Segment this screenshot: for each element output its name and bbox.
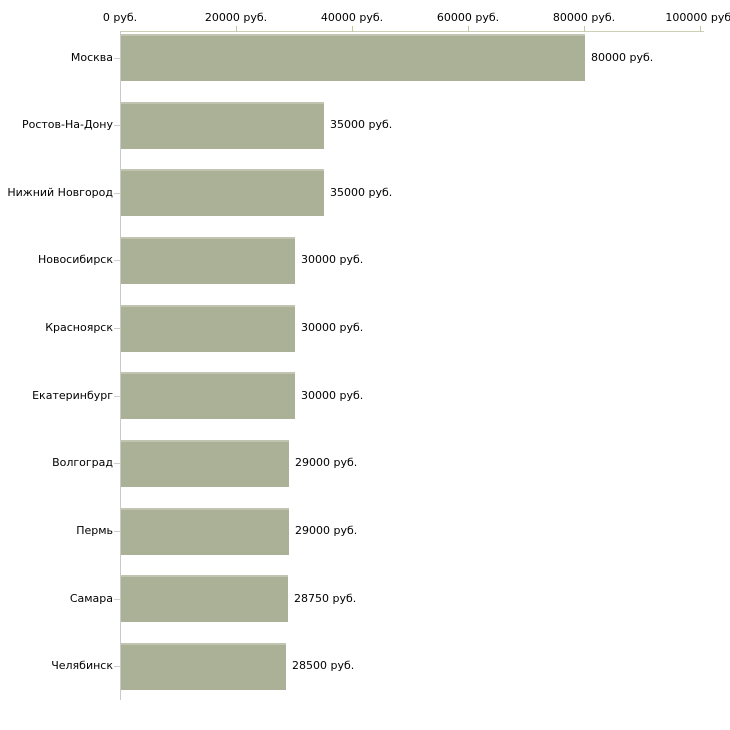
value-label: 30000 руб. [301, 389, 364, 402]
bar [121, 372, 295, 419]
bar [121, 102, 324, 149]
category-label: Нижний Новгород [7, 186, 113, 199]
bar [121, 34, 585, 81]
category-label: Ростов-На-Дону [21, 118, 113, 131]
x-axis-tick-label: 0 руб. [102, 11, 138, 24]
value-label: 28750 руб. [294, 592, 357, 605]
value-label: 30000 руб. [301, 321, 364, 334]
value-label: 35000 руб. [330, 118, 393, 131]
x-axis-tick [468, 26, 469, 32]
category-label: Самара [69, 592, 113, 605]
bar [121, 237, 295, 284]
x-axis-tick [700, 26, 701, 32]
category-label: Новосибирск [37, 253, 113, 266]
x-axis-tick [352, 26, 353, 32]
value-label: 80000 руб. [591, 51, 654, 64]
bar [121, 643, 286, 690]
category-tick [114, 599, 120, 600]
bar [121, 305, 295, 352]
category-label: Москва [70, 51, 113, 64]
x-axis-tick-label: 100000 руб. [665, 11, 730, 24]
x-axis-tick-label: 20000 руб. [204, 11, 268, 24]
bar [121, 508, 289, 555]
category-tick [114, 463, 120, 464]
x-axis-tick-label: 40000 руб. [320, 11, 384, 24]
x-axis-tick-label: 80000 руб. [552, 11, 616, 24]
x-axis-tick [584, 26, 585, 32]
category-tick [114, 531, 120, 532]
category-label: Волгоград [52, 456, 113, 469]
x-axis-tick [236, 26, 237, 32]
category-label: Челябинск [51, 659, 113, 672]
x-axis-line [120, 31, 704, 32]
value-label: 28500 руб. [292, 659, 355, 672]
category-tick [114, 58, 120, 59]
value-label: 29000 руб. [295, 456, 358, 469]
value-label: 30000 руб. [301, 253, 364, 266]
y-axis-line [120, 31, 121, 700]
category-label: Красноярск [45, 321, 113, 334]
value-label: 29000 руб. [295, 524, 358, 537]
category-tick [114, 125, 120, 126]
bar [121, 575, 288, 622]
category-label: Екатеринбург [32, 389, 113, 402]
x-axis-tick-label: 60000 руб. [436, 11, 500, 24]
value-label: 35000 руб. [330, 186, 393, 199]
bar [121, 440, 289, 487]
category-tick [114, 396, 120, 397]
category-tick [114, 328, 120, 329]
category-tick [114, 193, 120, 194]
category-tick [114, 260, 120, 261]
category-tick [114, 666, 120, 667]
category-label: Пермь [76, 524, 113, 537]
bar [121, 169, 324, 216]
